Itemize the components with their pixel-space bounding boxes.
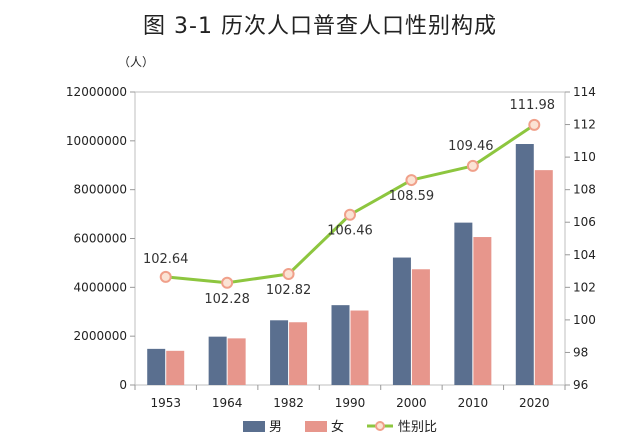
bar-male [515, 144, 534, 385]
bar-male [270, 320, 289, 385]
bar-female [411, 269, 430, 385]
bar-male [392, 257, 411, 385]
right-axis: 96 98 100 102 104 106 108 110 112 114 [565, 85, 596, 392]
ratio-data-label: 108.59 [389, 189, 435, 204]
category-axis: 1953 1964 1982 1990 2000 2010 2020 [134, 385, 566, 410]
ratio-point [282, 267, 295, 280]
bar-female [473, 237, 492, 385]
category-label: 2020 [519, 396, 550, 410]
right-tick-label: 108 [573, 183, 596, 197]
legend-label: 男 [269, 420, 282, 435]
legend-label: 性别比 [398, 420, 437, 435]
category-label: 1982 [273, 396, 304, 410]
left-tick-label: 10000000 [66, 134, 127, 148]
ratio-data-label: 102.28 [204, 292, 250, 307]
right-tick-label: 106 [573, 215, 596, 229]
ratio-line: 102.64 102.28 102.82 106.46 108.59 109.46 111.… [143, 98, 555, 307]
bar-female [227, 338, 246, 385]
category-label: 2000 [396, 396, 427, 410]
category-label: 1964 [212, 396, 243, 410]
bar-male [331, 305, 350, 385]
right-tick-label: 102 [573, 280, 596, 294]
ratio-data-label: 102.82 [266, 283, 312, 298]
left-tick-label: 6000000 [74, 232, 127, 246]
ratio-data-label: 102.64 [143, 252, 189, 267]
right-tick-label: 98 [573, 345, 588, 359]
right-tick-label: 96 [573, 378, 588, 392]
left-tick-label: 8000000 [74, 183, 127, 197]
right-tick-label: 100 [573, 313, 596, 327]
bar-male [147, 348, 166, 385]
ratio-point [528, 118, 541, 131]
left-tick-label: 4000000 [74, 280, 127, 294]
ratio-data-label: 109.46 [448, 139, 494, 154]
legend-swatch-female [305, 421, 327, 432]
category-label: 1953 [150, 396, 181, 410]
y-unit-label: （人） [118, 55, 154, 69]
right-tick-label: 112 [573, 118, 596, 132]
ratio-point [221, 276, 234, 289]
bar-male [454, 222, 473, 385]
ratio-point [159, 270, 172, 283]
legend-swatch-male [243, 421, 265, 432]
left-tick-label: 2000000 [74, 329, 127, 343]
right-tick-label: 104 [573, 248, 596, 262]
bar-male [208, 336, 227, 385]
right-tick-label: 114 [573, 85, 596, 99]
left-tick-label: 12000000 [66, 85, 127, 99]
left-tick-label: 0 [119, 378, 127, 392]
ratio-point [466, 159, 479, 172]
legend-label: 女 [331, 419, 344, 435]
bar-female [166, 350, 185, 385]
category-label: 1990 [335, 396, 366, 410]
ratio-data-label: 111.98 [510, 98, 556, 113]
chart-title: 图 3-1 历次人口普查人口性别构成 [143, 14, 497, 39]
legend-swatch-ratio-marker [375, 421, 385, 431]
bar-female [350, 310, 369, 385]
ratio-point [344, 208, 356, 221]
ratio-point [405, 174, 418, 187]
bar-female [289, 322, 308, 385]
bar-female [534, 170, 553, 385]
ratio-data-label: 106.46 [327, 224, 373, 239]
bar-series [147, 144, 553, 385]
left-axis: 0 2000000 4000000 6000000 8000000 10000000 120… [66, 85, 135, 392]
category-label: 2010 [458, 396, 489, 410]
legend: 男 女 性别比 [243, 419, 437, 435]
right-tick-label: 110 [573, 150, 596, 164]
